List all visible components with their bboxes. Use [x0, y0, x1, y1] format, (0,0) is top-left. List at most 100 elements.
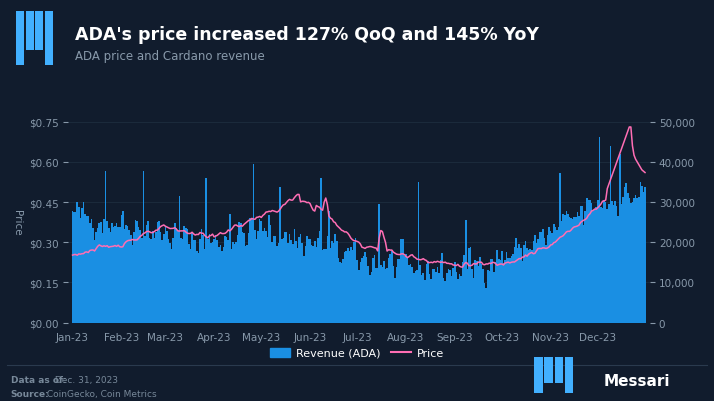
Bar [573, 217, 575, 323]
Bar [288, 235, 291, 323]
Bar [300, 234, 301, 323]
Bar [521, 261, 523, 323]
Text: Data as of:: Data as of: [11, 375, 66, 384]
Bar [326, 237, 328, 323]
Text: Messari: Messari [603, 373, 670, 388]
Bar [536, 243, 538, 323]
Bar [330, 249, 331, 323]
Bar [611, 202, 613, 323]
Bar [161, 241, 163, 323]
Bar [478, 266, 479, 323]
Bar [212, 243, 213, 323]
Bar [423, 273, 424, 323]
Bar [208, 234, 210, 323]
Bar [556, 231, 558, 323]
Bar [453, 268, 454, 323]
Bar [572, 219, 573, 323]
Bar [16, 12, 24, 66]
Bar [613, 206, 614, 323]
Bar [224, 237, 226, 323]
Bar [410, 264, 411, 323]
Bar [421, 275, 423, 323]
Bar [534, 235, 536, 323]
Bar [416, 270, 418, 323]
Bar [561, 222, 563, 323]
Bar [84, 215, 86, 323]
Bar [309, 239, 311, 323]
Bar [75, 212, 76, 323]
Bar [223, 247, 224, 323]
Bar [603, 201, 605, 323]
Bar [448, 269, 449, 323]
Bar [210, 243, 212, 323]
Bar [644, 188, 645, 323]
Bar [166, 232, 168, 323]
Bar [418, 182, 419, 323]
Bar [506, 252, 508, 323]
Bar [513, 248, 516, 323]
Bar [136, 221, 138, 323]
Bar [550, 231, 551, 323]
Bar [474, 261, 476, 323]
Bar [457, 279, 458, 323]
Bar [321, 179, 322, 323]
Bar [183, 226, 185, 323]
Bar [240, 223, 241, 323]
Bar [202, 235, 204, 323]
Bar [431, 279, 432, 323]
Bar [445, 281, 446, 323]
Text: Dec. 31, 2023: Dec. 31, 2023 [52, 375, 118, 384]
Bar [204, 249, 206, 323]
Bar [570, 219, 572, 323]
Bar [334, 235, 336, 323]
Bar [325, 249, 326, 323]
Bar [333, 243, 334, 323]
Bar [488, 271, 490, 323]
Bar [322, 250, 323, 323]
Bar [155, 233, 156, 323]
Bar [641, 186, 643, 323]
Bar [540, 233, 542, 323]
Bar [559, 173, 561, 323]
Bar [407, 257, 408, 323]
Bar [114, 226, 116, 323]
Bar [553, 224, 555, 323]
Bar [393, 267, 394, 323]
Bar [503, 264, 504, 323]
Bar [602, 209, 603, 323]
Bar [311, 245, 313, 323]
Text: Source:: Source: [11, 389, 49, 398]
Bar [117, 227, 119, 323]
Bar [253, 164, 254, 323]
Bar [600, 208, 602, 323]
Bar [301, 243, 303, 323]
Bar [388, 258, 389, 323]
Bar [565, 211, 567, 323]
Bar [130, 236, 131, 323]
Bar [303, 256, 305, 323]
Bar [231, 249, 232, 323]
Bar [336, 242, 338, 323]
Bar [356, 260, 358, 323]
Bar [306, 237, 308, 323]
Bar [608, 204, 610, 323]
Bar [122, 212, 124, 323]
Bar [163, 234, 164, 323]
Bar [620, 204, 622, 323]
Bar [595, 207, 597, 323]
Bar [353, 243, 355, 323]
Bar [262, 232, 263, 323]
Bar [636, 199, 638, 323]
Bar [156, 223, 159, 323]
Bar [314, 241, 316, 323]
Bar [246, 246, 248, 323]
Bar [598, 137, 600, 323]
Bar [78, 208, 80, 323]
Bar [188, 245, 190, 323]
Bar [199, 239, 201, 323]
Bar [411, 267, 413, 323]
Bar [618, 216, 619, 323]
Bar [435, 272, 437, 323]
Bar [160, 233, 161, 323]
Bar [364, 253, 366, 323]
